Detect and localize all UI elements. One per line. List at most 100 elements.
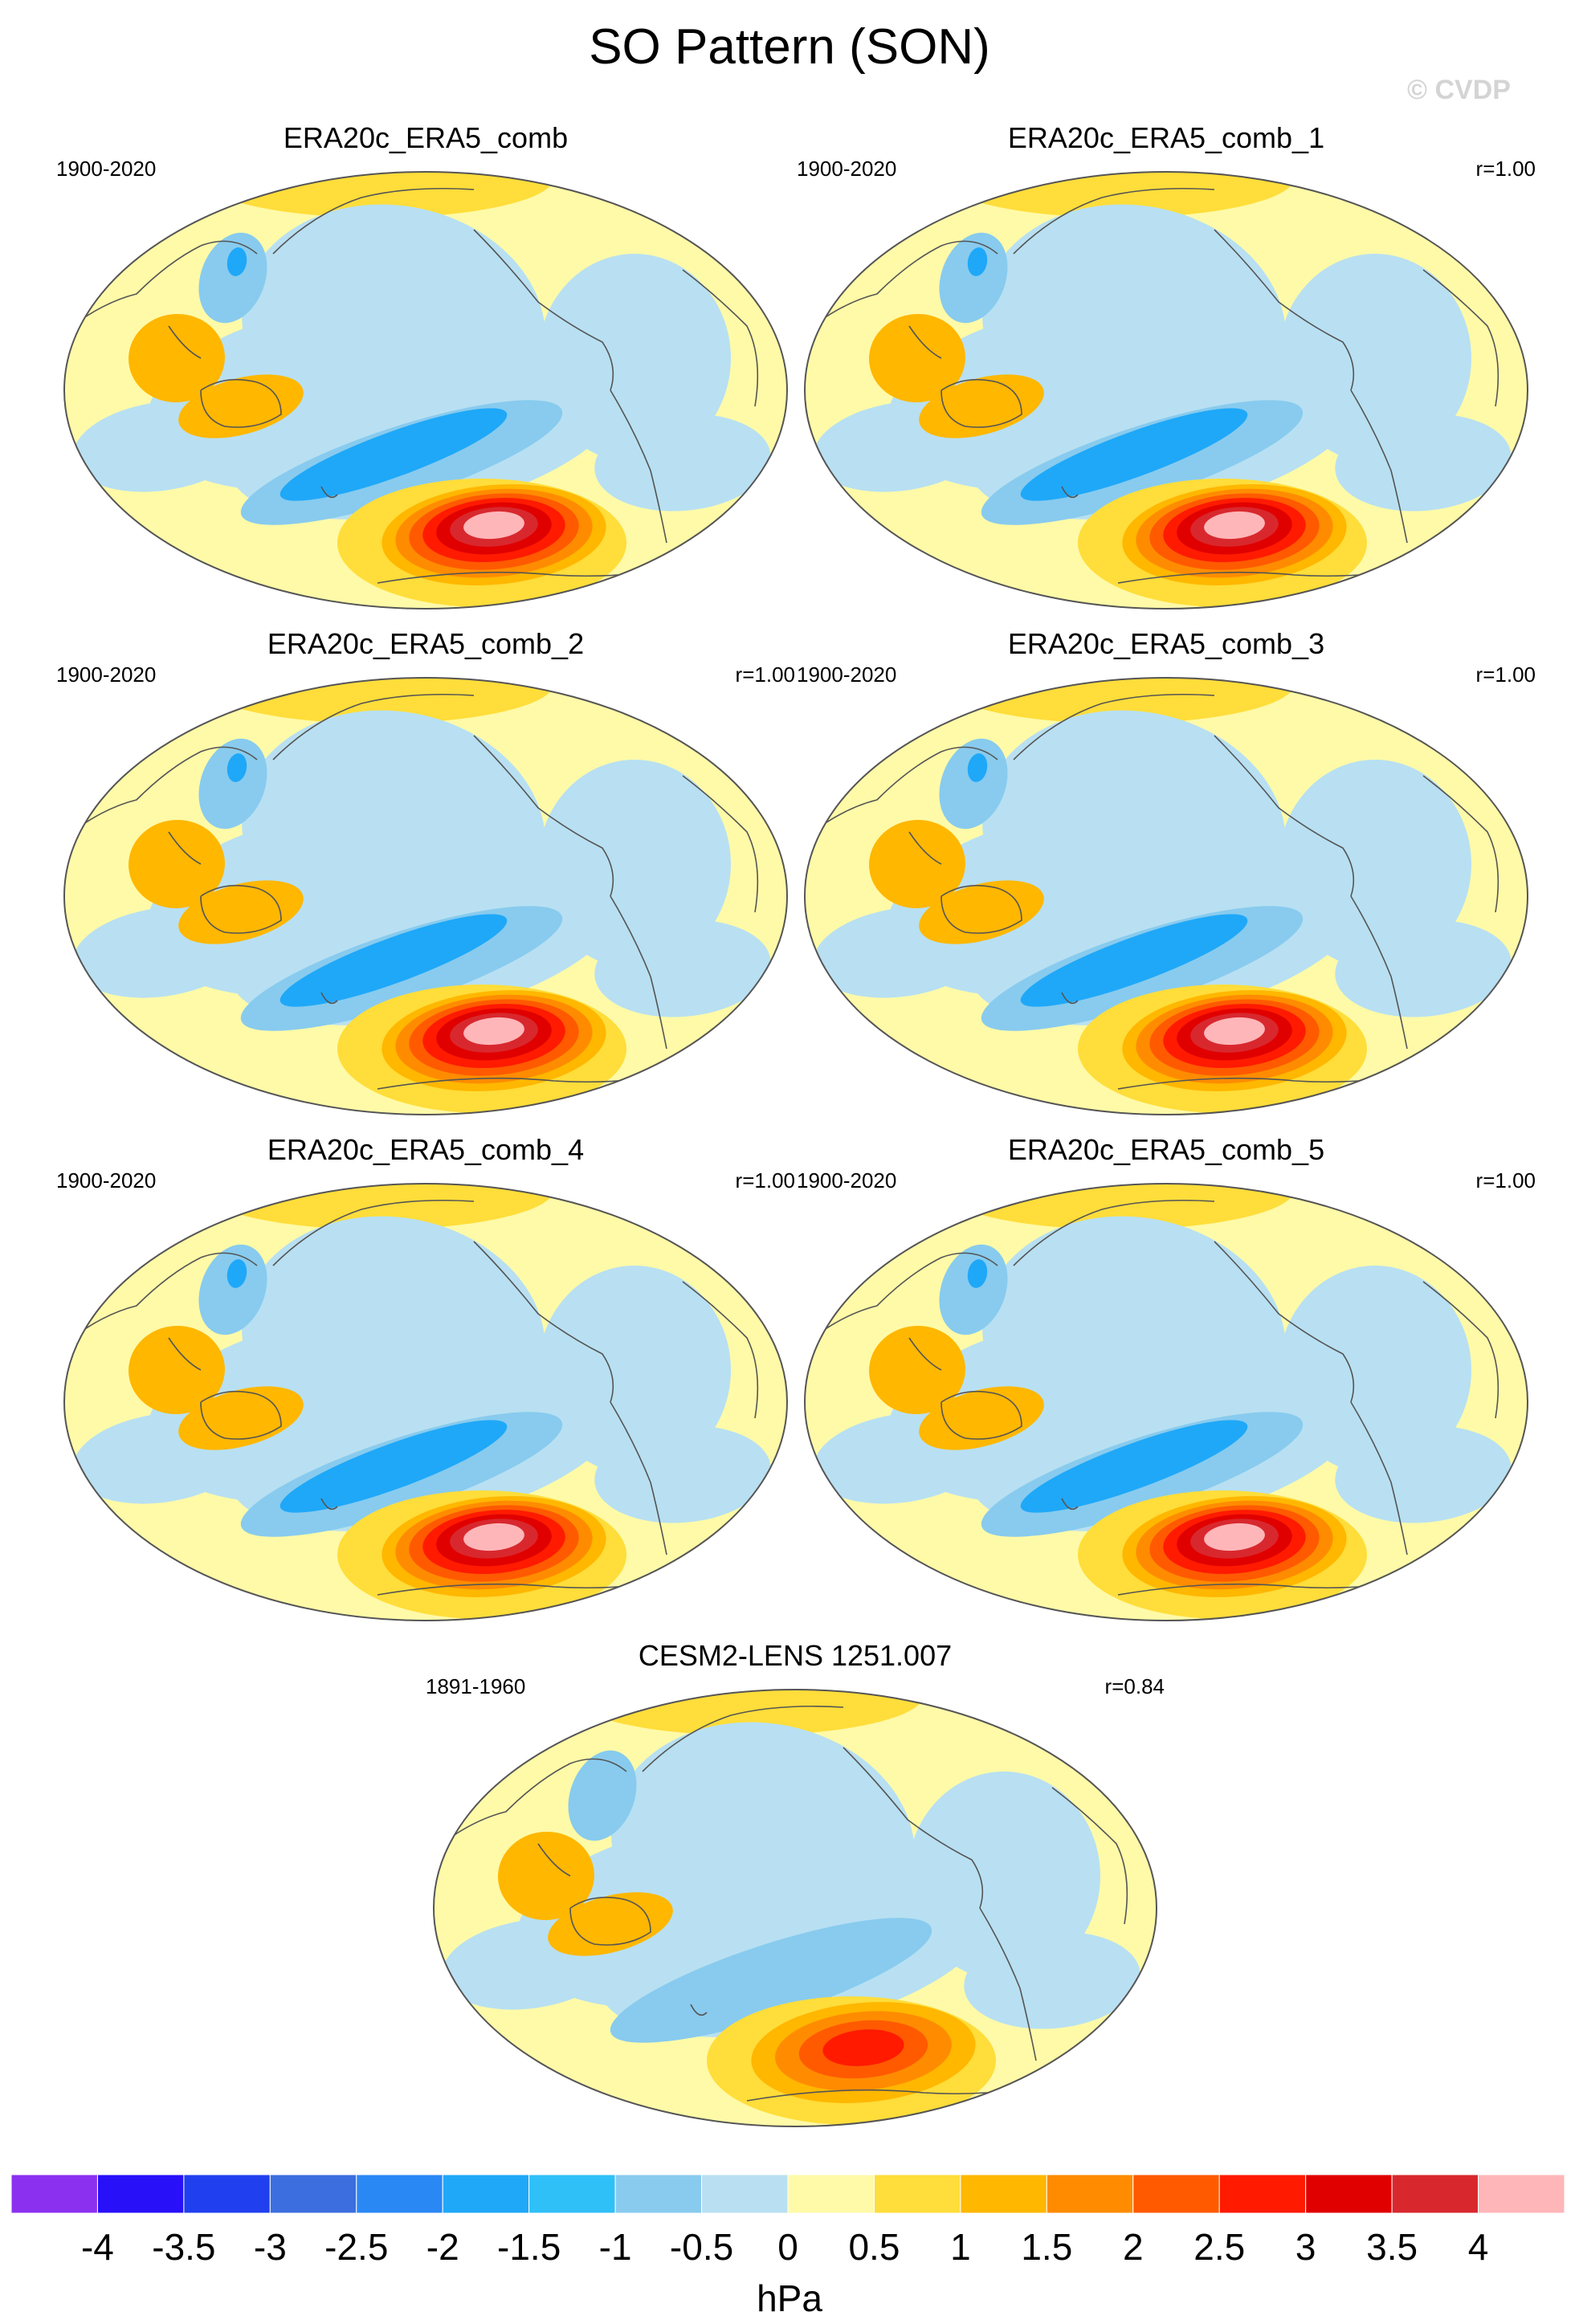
coastlines [441,1705,1128,2102]
south-pacific-low-core [1020,1420,1248,1513]
coastline-segment [71,240,258,327]
antarctic-high-contour [1204,511,1265,540]
south-pacific-low-core [279,408,508,501]
coastline-segment [71,1252,258,1339]
coastline-segment [908,325,942,359]
coastline-segment [812,746,998,833]
panel-period: 1900-2020 [56,157,157,181]
coastlines [812,187,1499,584]
colorbar-swatch [442,2174,530,2214]
coastline-segment [1214,229,1355,391]
coastline-segment [200,884,282,934]
coastline-segment [908,831,942,865]
south-atlantic-low-region [964,1931,1140,2029]
coastline-segment [272,1199,475,1266]
panel-title: ERA20c_ERA5_comb_3 [1007,627,1325,660]
panel-period: 1900-2020 [797,663,897,687]
colorbar-tick-label: 0 [777,2226,798,2268]
colorbar-tick-label: 3.5 [1366,2226,1418,2268]
colorbar-swatch [787,2174,875,2214]
atlantic-low-region [1279,760,1471,968]
coastline-segment [610,1401,667,1555]
panel-pattern-correlation: r=0.84 [1104,1674,1165,1698]
map-panel: ERA20c_ERA5_comb 1900-2020 [56,120,795,618]
coastline-segment [1350,1401,1408,1555]
south-pacific-low-core [279,1420,508,1513]
colorbar-tick-label: 4 [1468,2226,1489,2268]
maritime-continent-high [869,313,965,403]
antarctic-high-contour [463,1017,524,1046]
coastline-segment [610,389,667,544]
colorbar-tick-label: 1 [950,2226,971,2268]
antarctic-high-contour [1204,1017,1265,1046]
panel-title: ERA20c_ERA5_comb_1 [1007,121,1325,154]
coastline-segment [682,1281,759,1419]
north-pacific-low-core [226,753,247,782]
atlantic-low-region [538,760,731,968]
map-boundary [804,1183,1528,1621]
coastline-segment [940,378,1022,428]
coastline-segment [320,1498,338,1511]
coastline-segment [320,992,338,1005]
panel-period: 1900-2020 [56,663,157,687]
coastline-segment [1422,1281,1499,1419]
panel-title: ERA20c_ERA5_comb [283,121,569,154]
map-panel: CESM2-LENS 1251.007 1891-1960 r=0.84 [426,1638,1165,2136]
south-atlantic-low-region [1335,1425,1512,1523]
colorbar-swatch [960,2174,1047,2214]
coastline-segment [1013,1199,1215,1266]
colorbar-tick-label: -3.5 [152,2226,215,2268]
atlantic-low-region [908,1772,1100,1980]
colorbar-tick-label: 2 [1123,2226,1144,2268]
coastline-segment [979,1907,1037,2061]
colorbar-tick-label: 3 [1295,2226,1316,2268]
arctic-high-region [201,172,554,218]
maritime-continent-high [869,819,965,909]
coastline-segment [1350,389,1408,544]
panel-period: 1891-1960 [426,1674,526,1698]
panel-pattern-correlation: r=1.00 [735,1168,795,1193]
colorbar-swatch [1305,2174,1393,2214]
antarctic-high-contour [463,1523,524,1551]
colorbar-swatch [356,2174,443,2214]
maritime-continent-high [129,819,225,909]
south-atlantic-low-region [1335,414,1512,512]
sea-level-pressure-map [63,677,788,1115]
panel-title: ERA20c_ERA5_comb_5 [1007,1133,1325,1166]
sea-level-pressure-map [433,1689,1157,2127]
map-panel: ERA20c_ERA5_comb_2 1900-2020 r=1.00 [56,626,795,1124]
coastline-segment [940,1390,1022,1440]
antarctic-high-contour [822,2029,904,2066]
colorbar-swatch [1132,2174,1220,2214]
map-boundary [63,171,788,610]
north-pacific-low-center [939,738,1008,830]
maritime-continent-high [498,1831,594,1921]
coastline-segment [682,269,759,407]
colorbar-tick-label: 2.5 [1193,2226,1245,2268]
arctic-high-region [201,678,554,724]
atlantic-low-region [1279,1266,1471,1474]
coastline-segment [441,1758,627,1845]
panel-title: ERA20c_ERA5_comb_4 [267,1133,585,1166]
arctic-high-region [941,678,1295,724]
coastline-segment [1061,992,1079,1005]
south-atlantic-low-region [594,414,771,512]
coastline-segment [843,1747,984,1909]
map-boundary [63,677,788,1115]
coastline-segment [473,1241,614,1403]
atlantic-low-region [538,1266,731,1474]
coastline-segment [1422,775,1499,913]
colorbar-tick-label: 1.5 [1021,2226,1072,2268]
map-boundary [804,171,1528,610]
colorbar-swatch [269,2174,357,2214]
coastline-segment [200,378,282,428]
north-pacific-low-core [226,247,247,276]
south-atlantic-low-region [594,919,771,1017]
colorbar-tick-label: -0.5 [670,2226,733,2268]
atlantic-low-region [538,254,731,463]
colorbar: -4 -3.5 -3 -2.5 -2 -1.5 -1 -0.5 0 0.5 1 1.5 2 2.5 3 3.5… [10,2174,1565,2268]
figure-title: SO Pattern (SON) [589,19,990,75]
coastline-segment [1214,1241,1355,1403]
coastline-segment [272,187,475,255]
coastline-segment [610,895,667,1050]
